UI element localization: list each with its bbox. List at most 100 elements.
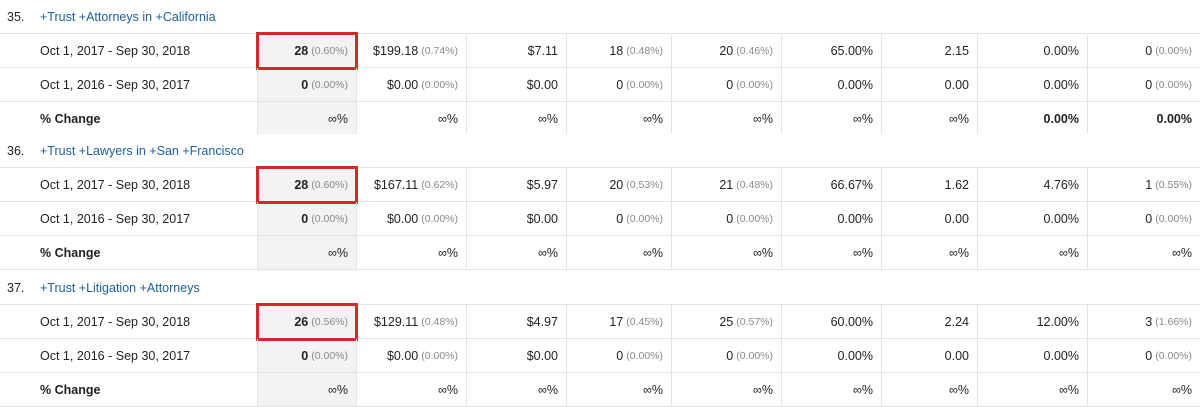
cell-value: ∞% — [752, 111, 773, 126]
keyword-row: 36. +Trust +Lawyers in +San +Francisco — [0, 134, 1200, 168]
cell-value: 28 — [294, 177, 309, 192]
table-cell: 0 (0.00%) — [258, 68, 357, 101]
cell-value: 0.00% — [1043, 348, 1079, 363]
cell-value: 2.15 — [944, 43, 969, 58]
date-range-label: Oct 1, 2017 - Sep 30, 2018 — [0, 34, 258, 67]
cell-value: 0 — [301, 211, 309, 226]
cell-percent: (0.48%) — [626, 44, 663, 57]
table-cell: ∞% — [978, 373, 1088, 406]
cell-value: ∞% — [852, 245, 873, 260]
cell-value: 0 — [1145, 77, 1153, 92]
table-row: % Change ∞% ∞% ∞% ∞% ∞% ∞% ∞% ∞% ∞% — [0, 373, 1200, 407]
cell-percent: (0.00%) — [736, 212, 773, 225]
keyword-row: 37. +Trust +Litigation +Attorneys — [0, 271, 1200, 305]
cell-value: 0 — [1145, 348, 1153, 363]
table-cell: 0.00% — [782, 68, 882, 101]
percent-change-label: % Change — [0, 236, 258, 269]
cell-value: 0.00 — [944, 211, 969, 226]
cell-percent: (0.00%) — [1155, 44, 1192, 57]
cell-value: ∞% — [437, 245, 458, 260]
keyword-link[interactable]: +Trust +Lawyers in +San +Francisco — [40, 144, 244, 158]
table-cell: 4.76% — [978, 168, 1088, 201]
cell-value: $5.97 — [526, 177, 558, 192]
table-cell: ∞% — [567, 102, 672, 135]
cell-percent: (0.00%) — [311, 78, 348, 91]
table-cell: 20 (0.53%) — [567, 168, 672, 201]
table-cell: 2.24 — [882, 305, 978, 338]
cell-value: ∞% — [327, 111, 348, 126]
table-cell: $0.00 (0.00%) — [357, 68, 467, 101]
table-cell: ∞% — [672, 236, 782, 269]
cell-percent: (0.00%) — [736, 78, 773, 91]
cell-percent: (0.60%) — [311, 178, 348, 191]
cell-value: ∞% — [948, 382, 969, 397]
cell-value: 2.24 — [944, 314, 969, 329]
cell-value: 0.00% — [837, 77, 873, 92]
table-cell: $199.18 (0.74%) — [357, 34, 467, 67]
table-cell: ∞% — [357, 102, 467, 135]
cell-value: $0.00 — [386, 211, 419, 226]
cell-value: 0.00 — [944, 348, 969, 363]
cell-value: 20 — [609, 177, 624, 192]
cell-percent: (0.45%) — [626, 315, 663, 328]
cell-value: ∞% — [1171, 382, 1192, 397]
cell-value: 3 — [1145, 314, 1153, 329]
cell-percent: (0.00%) — [626, 212, 663, 225]
table-cell: ∞% — [882, 236, 978, 269]
cell-value: $0.00 — [526, 77, 558, 92]
cell-value: 26 — [294, 314, 309, 329]
date-range-label: Oct 1, 2016 - Sep 30, 2017 — [0, 68, 258, 101]
keyword-link[interactable]: +Trust +Litigation +Attorneys — [40, 281, 200, 295]
cell-value: ∞% — [437, 382, 458, 397]
cell-percent: (0.00%) — [626, 78, 663, 91]
percent-change-label: % Change — [0, 102, 258, 135]
table-cell: 0 (0.00%) — [567, 339, 672, 372]
cell-value: 0 — [301, 348, 309, 363]
cell-value: 0 — [1145, 211, 1153, 226]
table-cell: ∞% — [467, 102, 567, 135]
table-cell: 1 (0.55%) — [1088, 168, 1200, 201]
cell-percent: (0.00%) — [421, 349, 458, 362]
cell-percent: (0.00%) — [1155, 212, 1192, 225]
keyword-link[interactable]: +Trust +Attorneys in +California — [40, 10, 216, 24]
cell-value: 17 — [609, 314, 624, 329]
cell-percent: (0.62%) — [421, 178, 458, 191]
cell-value: $0.00 — [526, 211, 558, 226]
cell-value: ∞% — [642, 245, 663, 260]
cell-value: 65.00% — [830, 43, 873, 58]
table-cell: ∞% — [978, 236, 1088, 269]
table-cell: ∞% — [567, 373, 672, 406]
cell-value: $129.11 — [373, 314, 419, 329]
cell-percent: (0.53%) — [626, 178, 663, 191]
table-cell: 25 (0.57%) — [672, 305, 782, 338]
cell-value: ∞% — [1171, 245, 1192, 260]
table-cell: $129.11 (0.48%) — [357, 305, 467, 338]
cell-percent: (0.56%) — [311, 315, 348, 328]
cell-percent: (0.48%) — [736, 178, 773, 191]
cell-value: $7.11 — [527, 43, 558, 58]
cell-value: 21 — [719, 177, 734, 192]
cell-percent: (0.00%) — [421, 212, 458, 225]
cell-percent: (0.00%) — [626, 349, 663, 362]
table-cell: ∞% — [467, 373, 567, 406]
cell-value: 25 — [719, 314, 734, 329]
table-cell: ∞% — [467, 236, 567, 269]
cell-value: 0 — [616, 211, 624, 226]
table-cell: ∞% — [567, 236, 672, 269]
keyword-index: 36. — [7, 144, 25, 158]
table-cell: 0 (0.00%) — [672, 202, 782, 235]
table-cell: 0 (0.00%) — [672, 339, 782, 372]
table-cell: ∞% — [357, 373, 467, 406]
cell-value: 0.00 — [944, 77, 969, 92]
cell-value: 12.00% — [1036, 314, 1079, 329]
cell-value: 0.00% — [837, 211, 873, 226]
cell-percent: (0.74%) — [421, 44, 458, 57]
table-cell: 0.00% — [782, 202, 882, 235]
cell-value: ∞% — [852, 111, 873, 126]
table-row: Oct 1, 2017 - Sep 30, 2018 28 (0.60%) $167.… — [0, 168, 1200, 202]
table-row: Oct 1, 2016 - Sep 30, 2017 0 (0.00%) $0.00(… — [0, 202, 1200, 236]
table-cell: 0.00 — [882, 202, 978, 235]
cell-percent: (0.00%) — [736, 349, 773, 362]
table-cell: $0.00 — [467, 202, 567, 235]
